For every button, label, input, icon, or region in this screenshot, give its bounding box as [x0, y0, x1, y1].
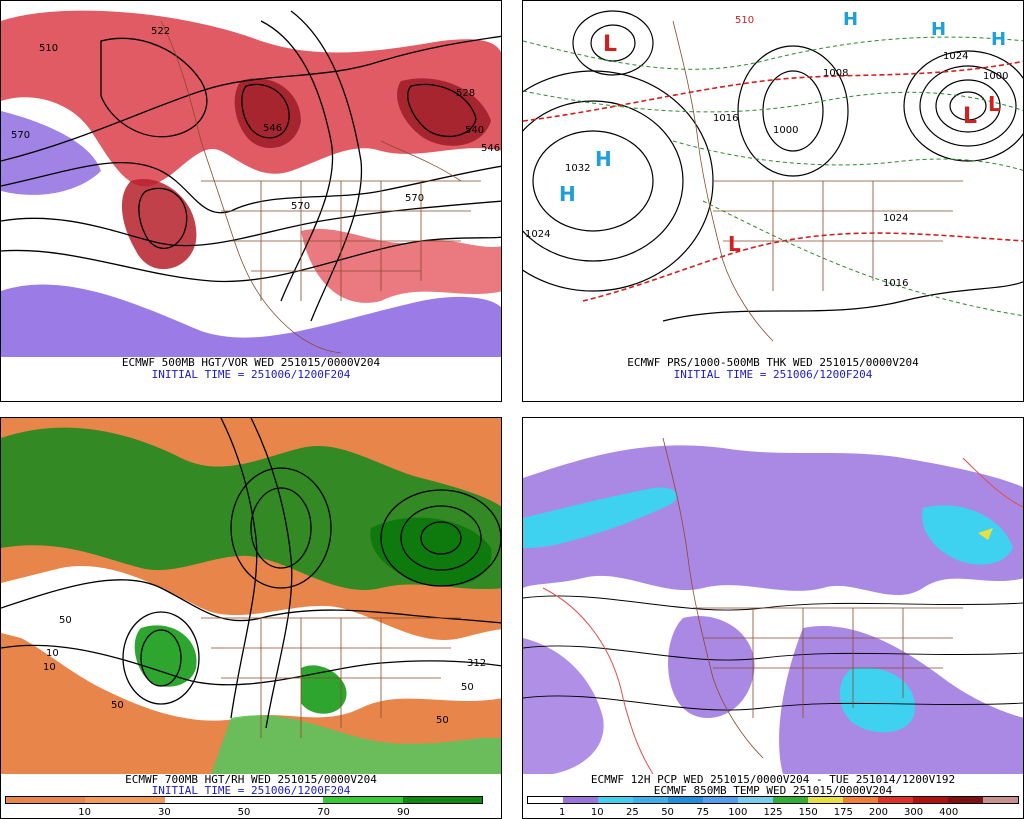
contour-label: 50 — [461, 682, 474, 693]
legend-swatch — [243, 797, 324, 803]
low-pressure-center: L — [603, 32, 617, 57]
legend-label: 175 — [833, 807, 853, 818]
contour-label: 312 — [467, 658, 486, 669]
caption-title: ECMWF PRS/1000-500MB THK WED 251015/0000… — [627, 356, 919, 369]
legend-label: 90 — [396, 807, 410, 818]
contour-label: 510 — [735, 15, 754, 26]
contour-label: 540 — [465, 125, 484, 136]
legend-swatch — [948, 797, 983, 803]
contour-label: 570 — [11, 130, 30, 141]
contour-label: 546 — [481, 143, 500, 154]
contour-label: 1016 — [883, 278, 908, 289]
legend-swatch — [843, 797, 878, 803]
legend-swatch — [528, 797, 563, 803]
contour-label: 510 — [39, 43, 58, 54]
contour-label: 1024 — [943, 51, 968, 62]
high-pressure-center: H — [991, 29, 1006, 50]
legend-swatch — [85, 797, 165, 803]
legend-swatch — [703, 797, 738, 803]
contour-label: 570 — [291, 201, 310, 212]
precip-legend-labels: 1 10 25 50 75 100 125 150 175 200 300 400 — [527, 807, 1019, 818]
contour-label: 1008 — [823, 68, 848, 79]
caption-title: ECMWF 700MB HGT/RH WED 251015/0000V204 — [125, 773, 377, 786]
legend-label: 1 — [558, 807, 566, 818]
legend-swatch — [808, 797, 843, 803]
legend-label: 400 — [939, 807, 959, 818]
low-pressure-center: L — [988, 92, 1001, 116]
caption-temp-title: ECMWF 850MB TEMP WED 251015/0000V204 — [653, 784, 893, 797]
contour-label: 1016 — [713, 113, 738, 124]
legend-label: 125 — [763, 807, 783, 818]
low-pressure-center: L — [963, 104, 977, 129]
legend-swatch — [323, 797, 403, 803]
rh-color-legend — [5, 796, 483, 804]
caption-initial-time: INITIAL TIME = 251006/1200F204 — [151, 368, 351, 381]
legend-label: 150 — [798, 807, 818, 818]
legend-label: 25 — [626, 807, 639, 818]
contour-label: 1032 — [565, 163, 590, 174]
contour-label: 10 — [46, 648, 59, 659]
legend-swatch — [773, 797, 808, 803]
contour-label: 522 — [151, 26, 170, 37]
legend-label: 50 — [661, 807, 674, 818]
contour-label: 50 — [59, 615, 72, 626]
contour-label: 528 — [456, 88, 475, 99]
contour-label: 570 — [405, 193, 424, 204]
legend-label: 70 — [317, 807, 331, 818]
legend-swatch — [598, 797, 633, 803]
high-pressure-center: H — [595, 147, 612, 171]
panel-700mb-hgt-rh: 50 10 10 50 50 312 50 ECMWF 700MB HGT/RH… — [0, 417, 502, 819]
legend-swatch — [738, 797, 773, 803]
map-700mb: 50 10 10 50 50 312 50 — [1, 418, 501, 774]
legend-swatch — [983, 797, 1018, 803]
high-pressure-center: H — [931, 19, 946, 40]
panel-500mb-hgt-vor: 510 522 570 546 570 570 528 540 546 ECMW… — [0, 0, 502, 402]
map-500mb: 510 522 570 546 570 570 528 540 546 — [1, 1, 501, 357]
legend-swatch — [668, 797, 703, 803]
contour-label: 10 — [43, 662, 56, 673]
contour-label: 50 — [111, 700, 124, 711]
legend-swatch — [878, 797, 913, 803]
high-pressure-center: H — [559, 182, 576, 206]
rh-legend-labels: 10 30 50 70 90 — [5, 807, 483, 818]
contour-label: 1024 — [883, 213, 908, 224]
caption-initial-time: INITIAL TIME = 251006/1200F204 — [673, 368, 873, 381]
legend-swatch — [913, 797, 948, 803]
legend-label: 200 — [868, 807, 888, 818]
legend-label: 50 — [237, 807, 251, 818]
map-precip — [523, 418, 1023, 774]
contour-label: 1024 — [525, 229, 550, 240]
contour-label: 546 — [263, 123, 282, 134]
legend-label: 30 — [157, 807, 171, 818]
precip-color-legend — [527, 796, 1019, 804]
contour-label: 1000 — [983, 71, 1008, 82]
legend-label: 10 — [590, 807, 604, 818]
low-pressure-center: L — [728, 232, 741, 256]
high-pressure-center: H — [843, 9, 858, 30]
legend-swatch — [633, 797, 668, 803]
legend-label: 100 — [728, 807, 748, 818]
legend-swatch — [164, 797, 244, 803]
contour-label: 1000 — [773, 125, 798, 136]
legend-label: 300 — [904, 807, 924, 818]
map-pressure: H H H H H L L L L 1032 1024 1000 1008 10… — [523, 1, 1023, 357]
legend-swatch — [6, 797, 86, 803]
contour-label: 50 — [436, 715, 449, 726]
legend-label: 10 — [78, 807, 92, 818]
legend-swatch — [402, 797, 482, 803]
panel-pcp-850mb-temp: ECMWF 12H PCP WED 251015/0000V204 - TUE … — [522, 417, 1024, 819]
caption-title: ECMWF 500MB HGT/VOR WED 251015/0000V204 — [121, 356, 381, 369]
caption-initial-time: INITIAL TIME = 251006/1200F204 — [151, 784, 351, 797]
caption-title: ECMWF 12H PCP WED 251015/0000V204 - TUE … — [590, 773, 956, 786]
panel-pressure-thickness: H H H H H L L L L 1032 1024 1000 1008 10… — [522, 0, 1024, 402]
legend-swatch — [563, 797, 598, 803]
legend-label: 75 — [696, 807, 710, 818]
